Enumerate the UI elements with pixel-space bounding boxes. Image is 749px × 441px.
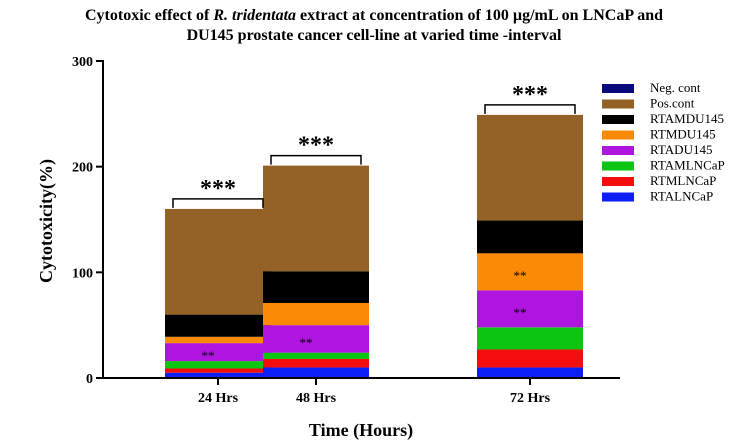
chart-title-line2: DU145 prostate cancer cell-line at varie…: [187, 27, 562, 44]
y-tick-label-0: 0: [86, 372, 93, 387]
legend-label-rtmdu145: RTMDU145: [650, 127, 716, 142]
bar-rtmlncap-48-hrs: [263, 358, 369, 368]
annotation-rtadu145-24-hrs: **: [202, 348, 215, 363]
legend-label-rtamlncap: RTAMLNCaP: [650, 158, 725, 173]
bar-rtamdu145-24-hrs: [165, 314, 271, 337]
bar-rtadu145-48-hrs: [263, 325, 369, 353]
legend-label-rtalncap: RTALNCaP: [650, 189, 713, 204]
x-tick-label-48-hrs: 48 Hrs: [296, 391, 337, 406]
legend-swatch-neg-cont: [602, 84, 634, 93]
bar-rtmdu145-24-hrs: [165, 336, 271, 344]
significance-stars-72-hrs: ***: [512, 82, 548, 108]
legend-label-pos-cont: Pos.cont: [650, 96, 695, 111]
legend-swatch-rtadu145: [602, 146, 634, 155]
bar-rtadu145-24-hrs: [165, 343, 271, 362]
bar-rtmlncap-24-hrs: [165, 368, 271, 373]
y-axis-title: Cytotoxicity(%): [36, 159, 57, 283]
significance-bracket-48-hrs: [270, 154, 362, 165]
legend-label-rtmlncap: RTMLNCaP: [650, 173, 716, 188]
legend-swatch-rtalncap: [602, 192, 634, 202]
bar-pos-cont-72-hrs: [477, 114, 583, 221]
annotation-rtmdu145-72-hrs: **: [514, 268, 527, 283]
legend-label-neg-cont: Neg. cont: [650, 80, 701, 95]
bar-rtmdu145-48-hrs: [263, 302, 369, 326]
bar-rtalncap-72-hrs: [477, 367, 583, 378]
significance-bracket-24-hrs: [172, 198, 264, 208]
annotations-layer: *****************: [172, 82, 576, 363]
legend-swatch-rtamdu145: [602, 115, 634, 124]
y-tick-label-200: 200: [72, 161, 93, 176]
bar-rtalncap-48-hrs: [263, 367, 369, 378]
bar-pos-cont-48-hrs: [263, 165, 369, 272]
legend-label-rtadu145: RTADU145: [650, 142, 712, 157]
chart-title-line1: Cytotoxic effect of R. tridentata extrac…: [85, 7, 663, 24]
y-tick-label-100: 100: [72, 266, 93, 281]
legend-swatch-rtamlncap: [602, 161, 634, 171]
bar-rtmlncap-72-hrs: [477, 349, 583, 368]
bar-rtalncap-24-hrs: [165, 372, 271, 378]
bar-pos-cont-24-hrs: [165, 208, 271, 315]
bar-rtamlncap-24-hrs: [165, 361, 271, 369]
annotation-rtadu145-72-hrs: **: [514, 305, 527, 320]
bar-rtamlncap-48-hrs: [263, 352, 369, 359]
significance-stars-24-hrs: ***: [200, 176, 236, 202]
annotation-rtadu145-48-hrs: **: [300, 335, 313, 350]
axes-layer: 24 Hrs 48 Hrs 72 Hrs 0 100 200 300: [72, 55, 620, 406]
significance-stars-48-hrs: ***: [298, 133, 334, 159]
bar-rtamdu145-48-hrs: [263, 271, 369, 303]
bar-rtamdu145-72-hrs: [477, 220, 583, 254]
legend-swatch-pos-cont: [602, 99, 634, 109]
legend-label-rtamdu145: RTAMDU145: [650, 111, 724, 126]
x-axis-title: Time (Hours): [309, 420, 413, 441]
legend-swatch-rtmdu145: [602, 130, 634, 140]
bars-layer: [165, 114, 583, 378]
x-tick-label-72-hrs: 72 Hrs: [510, 391, 551, 406]
bar-rtmdu145-72-hrs: [477, 253, 583, 291]
significance-bracket-72-hrs: [484, 104, 576, 114]
bar-rtamlncap-72-hrs: [477, 327, 583, 350]
x-tick-label-24-hrs: 24 Hrs: [198, 391, 239, 406]
legend-swatch-rtmlncap: [602, 177, 634, 186]
y-tick-label-300: 300: [72, 55, 93, 70]
legend: Neg. contPos.contRTAMDU145RTMDU145RTADU1…: [602, 80, 725, 204]
bar-rtadu145-72-hrs: [477, 290, 583, 328]
